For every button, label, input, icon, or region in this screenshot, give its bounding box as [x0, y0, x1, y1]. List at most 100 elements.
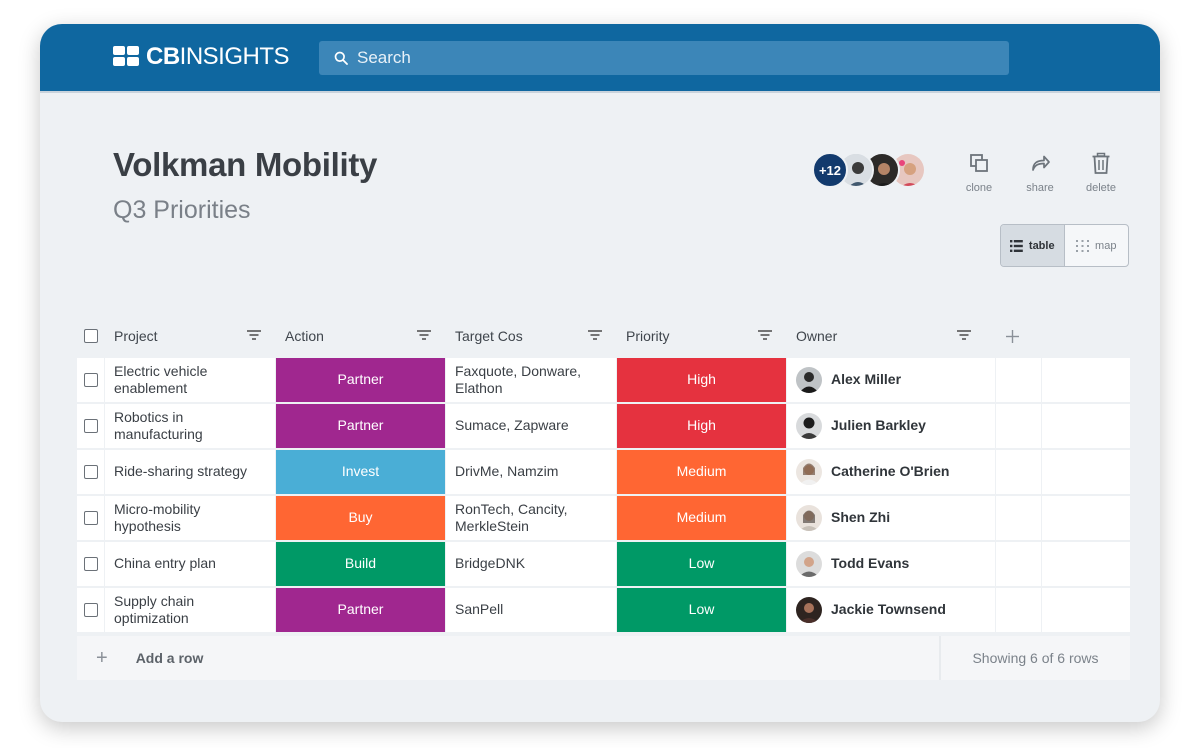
empty-cell — [1042, 496, 1130, 540]
row-checkbox[interactable] — [83, 373, 98, 387]
table-row[interactable]: Robotics in manufacturing Partner Sumace, … — [77, 404, 1130, 448]
action-tag[interactable]: Partner — [276, 404, 445, 448]
priority-tag[interactable]: Medium — [617, 450, 786, 494]
row-checkbox[interactable] — [83, 557, 98, 571]
target-cos-cell[interactable]: SanPell — [446, 588, 616, 632]
share-label: share — [1026, 182, 1054, 194]
top-bar: CBINSIGHTS — [40, 24, 1160, 91]
empty-cell — [1042, 588, 1130, 632]
avatar[interactable] — [864, 152, 900, 188]
project-cell[interactable]: Ride-sharing strategy — [105, 450, 275, 494]
table-row[interactable]: Electric vehicle enablement Partner Faxquo… — [77, 358, 1130, 402]
avatar — [796, 505, 822, 531]
list-icon — [1009, 239, 1023, 252]
action-tag[interactable]: Partner — [276, 358, 445, 402]
empty-cell — [1042, 358, 1130, 402]
priority-tag[interactable]: Low — [617, 588, 786, 632]
action-tag[interactable]: Invest — [276, 450, 445, 494]
empty-cell — [996, 496, 1041, 540]
share-button[interactable]: share — [1020, 152, 1060, 194]
column-header-priority[interactable]: Priority — [617, 320, 786, 352]
column-header-owner[interactable]: Owner — [787, 320, 985, 352]
plus-icon — [1005, 329, 1019, 343]
action-tag[interactable]: Build — [276, 542, 445, 586]
empty-cell — [996, 404, 1041, 448]
priority-tag[interactable]: High — [617, 404, 786, 448]
target-cos-cell[interactable]: Sumace, Zapware — [446, 404, 616, 448]
filter-icon[interactable] — [247, 330, 261, 342]
cbinsights-logo[interactable]: CBINSIGHTS — [113, 45, 290, 69]
topbar-divider — [40, 91, 1160, 93]
grid-dots-icon — [1076, 239, 1090, 252]
owner-cell[interactable]: Shen Zhi — [787, 496, 995, 540]
column-label: Action — [285, 328, 324, 344]
trash-icon — [1092, 152, 1110, 174]
target-cos-cell[interactable]: Faxquote, Donware, Elathon — [446, 358, 616, 402]
owner-cell[interactable]: Jackie Townsend — [787, 588, 995, 632]
owner-cell[interactable]: Julien Barkley — [787, 404, 995, 448]
empty-cell — [996, 450, 1041, 494]
avatar — [796, 459, 822, 485]
table-row[interactable]: Supply chain optimization Partner SanPell L… — [77, 588, 1130, 632]
row-checkbox[interactable] — [83, 419, 98, 433]
target-cos-cell[interactable]: RonTech, Cancity, MerkleStein — [446, 496, 616, 540]
column-label: Project — [114, 328, 158, 344]
owner-name: Julien Barkley — [831, 417, 926, 434]
table-row[interactable]: China entry plan Build BridgeDNK Low Todd Ev… — [77, 542, 1130, 586]
priority-tag[interactable]: Medium — [617, 496, 786, 540]
search-input[interactable] — [357, 48, 957, 68]
delete-button[interactable]: delete — [1081, 152, 1121, 194]
table-view-button[interactable]: table — [1001, 225, 1065, 266]
select-all-checkbox[interactable] — [84, 329, 98, 343]
row-checkbox[interactable] — [83, 465, 98, 479]
row-count-status: Showing 6 of 6 rows — [972, 650, 1099, 666]
row-select-cell — [77, 358, 104, 402]
delete-label: delete — [1086, 182, 1116, 194]
map-view-button[interactable]: map — [1065, 225, 1129, 266]
owner-cell[interactable]: Todd Evans — [787, 542, 995, 586]
empty-cell — [996, 588, 1041, 632]
add-column-button[interactable] — [997, 320, 1027, 352]
avatar[interactable] — [838, 152, 874, 188]
target-cos-cell[interactable]: DrivMe, Namzim — [446, 450, 616, 494]
column-label: Owner — [796, 328, 838, 344]
column-header-target-cos[interactable]: Target Cos — [446, 320, 616, 352]
table-row[interactable]: Ride-sharing strategy Invest DrivMe, Namzi… — [77, 450, 1130, 494]
priority-tag[interactable]: Low — [617, 542, 786, 586]
page-title: Volkman Mobility — [113, 146, 378, 183]
add-row-label: Add a row — [135, 650, 204, 666]
filter-icon[interactable] — [417, 330, 431, 342]
project-cell[interactable]: Electric vehicle enablement — [105, 358, 275, 402]
project-cell[interactable]: Micro-mobility hypothesis — [105, 496, 275, 540]
owner-cell[interactable]: Catherine O'Brien — [787, 450, 995, 494]
column-header-project[interactable]: Project — [105, 320, 275, 352]
filter-icon[interactable] — [957, 330, 971, 342]
project-cell[interactable]: Supply chain optimization — [105, 588, 275, 632]
empty-cell — [1042, 450, 1130, 494]
owner-name: Jackie Townsend — [831, 601, 946, 618]
owner-cell[interactable]: Alex Miller — [787, 358, 995, 402]
column-header-action[interactable]: Action — [276, 320, 445, 352]
filter-icon[interactable] — [758, 330, 772, 342]
add-row-button[interactable]: + Add a row — [96, 636, 203, 680]
action-tag[interactable]: Partner — [276, 588, 445, 632]
owner-name: Todd Evans — [831, 555, 910, 572]
project-cell[interactable]: China entry plan — [105, 542, 275, 586]
row-checkbox[interactable] — [83, 511, 98, 525]
project-cell[interactable]: Robotics in manufacturing — [105, 404, 275, 448]
more-collaborators-badge[interactable]: +12 — [812, 152, 848, 188]
clone-button[interactable]: clone — [959, 152, 999, 194]
search-bar[interactable] — [319, 41, 1009, 75]
empty-cell — [996, 542, 1041, 586]
clone-icon — [970, 154, 988, 172]
row-checkbox[interactable] — [83, 603, 98, 617]
action-tag[interactable]: Buy — [276, 496, 445, 540]
table-view-label: table — [1028, 239, 1055, 252]
table-footer: + Add a row Showing 6 of 6 rows — [77, 636, 1130, 680]
filter-icon[interactable] — [588, 330, 602, 342]
table-row[interactable]: Micro-mobility hypothesis Buy RonTech, Can… — [77, 496, 1130, 540]
owner-name: Catherine O'Brien — [831, 463, 950, 480]
priority-tag[interactable]: High — [617, 358, 786, 402]
avatar — [796, 367, 822, 393]
target-cos-cell[interactable]: BridgeDNK — [446, 542, 616, 586]
